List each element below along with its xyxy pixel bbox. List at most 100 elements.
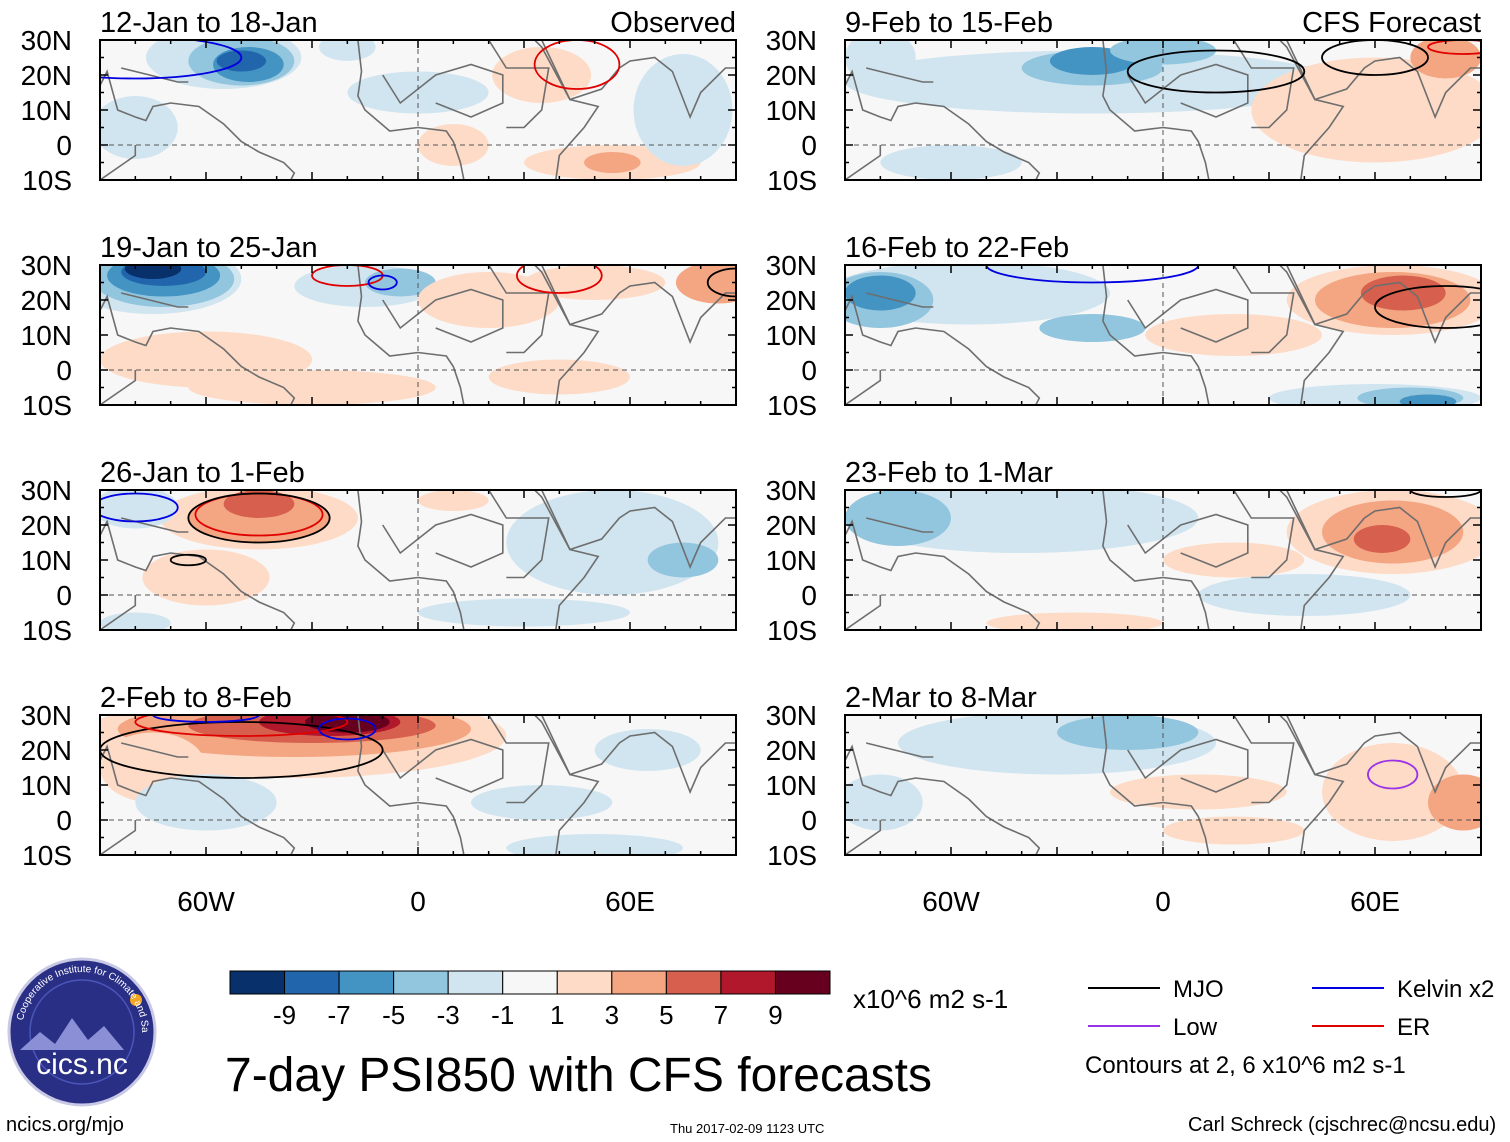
- country-borders-east: [488, 715, 550, 804]
- anomaly-region: [647, 542, 719, 578]
- lat-tick-label: 10N: [766, 95, 817, 126]
- lon-tick-label: 60E: [1350, 886, 1400, 917]
- country-borders-east: [488, 265, 550, 354]
- country-borders: [1127, 738, 1249, 793]
- legend-label: ER: [1397, 1014, 1430, 1041]
- south-america-west-coast: [100, 820, 137, 855]
- anomaly-region: [1057, 715, 1199, 750]
- axis-ticks: [844, 489, 1482, 631]
- anomaly-region: [1039, 314, 1146, 342]
- lat-tick-label: 0: [56, 130, 72, 161]
- lon-tick-label: 60W: [177, 886, 235, 917]
- lon-tick-label: 60E: [605, 886, 655, 917]
- coastlines: [100, 715, 736, 855]
- anomaly-region: [1410, 40, 1481, 79]
- anomaly-region: [1360, 275, 1446, 311]
- footer-url[interactable]: ncics.org/mjo: [6, 1114, 124, 1136]
- anomaly-region: [845, 490, 951, 546]
- index-contour: [134, 715, 349, 737]
- africa-west-coast: [357, 265, 465, 405]
- americas-coast: [100, 69, 296, 180]
- colorbar-swatch: [284, 970, 340, 995]
- country-borders: [382, 63, 504, 118]
- anomaly-region: [524, 265, 666, 300]
- country-borders: [382, 738, 504, 793]
- lon-tick-label: 60W: [922, 886, 980, 917]
- caribbean-islands: [866, 742, 934, 758]
- lat-tick-label: 30N: [766, 25, 817, 56]
- country-borders-east: [1233, 265, 1295, 354]
- logo-text: cics.nc: [36, 1048, 128, 1081]
- panel-title: 26-Jan to 1-Feb: [100, 457, 305, 489]
- anomaly-region: [506, 834, 683, 855]
- lat-tick-label: 20N: [766, 510, 817, 541]
- anomaly-region: [845, 774, 923, 831]
- africa-west-coast: [1102, 265, 1210, 405]
- index-contour: [985, 265, 1200, 284]
- colorbar-swatch: [447, 970, 504, 995]
- south-america-west-coast: [100, 145, 137, 180]
- arabia-india-coast: [540, 715, 736, 795]
- caribbean-islands: [121, 742, 189, 758]
- anomaly-region: [124, 265, 182, 279]
- anomaly-region: [488, 359, 630, 395]
- index-contour: [100, 721, 384, 779]
- caribbean-islands: [121, 292, 189, 308]
- observed-label: Observed: [610, 7, 736, 39]
- index-contour: [516, 265, 603, 294]
- lat-tick-label: 10S: [22, 165, 72, 196]
- south-america-west-coast: [100, 370, 137, 405]
- americas-coast: [845, 519, 1041, 630]
- anomaly-region: [675, 265, 736, 304]
- colorbar-swatch: [665, 970, 722, 995]
- panels-layer: 12-Jan to 18-Jan Observed 30N 20N 10N 0 10S 19-…: [21, 7, 1482, 917]
- index-contour: [1409, 490, 1481, 498]
- axis-ticks: [99, 39, 737, 181]
- anomaly-region: [506, 490, 719, 595]
- lat-tick-label: 30N: [21, 475, 72, 506]
- lat-tick-label: 0: [801, 355, 817, 386]
- anomaly-region: [594, 729, 701, 771]
- lat-tick-label: 10N: [766, 545, 817, 576]
- africa-coast: [357, 715, 600, 855]
- anomaly-region: [1322, 743, 1464, 841]
- anomaly-region: [845, 40, 916, 86]
- contours-note: Contours at 2, 6 x10^6 m2 s-1: [1085, 1052, 1406, 1079]
- lat-tick-label: 0: [56, 805, 72, 836]
- anomaly-region: [1251, 57, 1481, 163]
- axis-ticks: [99, 489, 737, 631]
- colorbar-swatch: [556, 970, 613, 995]
- coastlines: [845, 715, 1481, 855]
- anomaly-region: [1428, 774, 1481, 831]
- africa-coast: [1102, 40, 1345, 180]
- panel-title: 9-Feb to 15-Feb: [845, 7, 1053, 39]
- lat-tick-label: 0: [801, 580, 817, 611]
- lat-tick-label: 20N: [21, 60, 72, 91]
- lat-tick-label: 10S: [22, 840, 72, 871]
- country-borders-east: [1233, 490, 1295, 579]
- arabia-india-coast: [540, 265, 736, 345]
- coastlines: [845, 265, 1481, 405]
- panel-7: 23-Feb to 1-Mar 30N 20N 10N 0 10S: [766, 457, 1482, 646]
- colorbar-label: -9: [273, 1000, 296, 1030]
- panel-8: 2-Mar to 8-Mar 30N 20N 10N 0 10S 60W 0 60E: [766, 682, 1482, 917]
- south-america-west-coast: [845, 820, 882, 855]
- colorbar-label: -7: [328, 1000, 351, 1030]
- colorbar: -9 -7 -5 -3 -1 1 3 5 7 9: [229, 970, 831, 1030]
- lat-tick-label: 0: [801, 805, 817, 836]
- panel-title: 12-Jan to 18-Jan: [100, 7, 318, 39]
- anomaly-region: [1399, 394, 1457, 405]
- lat-tick-label: 10N: [21, 545, 72, 576]
- colorbar-swatch: [774, 970, 831, 995]
- anomaly-region: [1110, 774, 1287, 810]
- panel-title: 2-Mar to 8-Mar: [845, 682, 1037, 714]
- arabia-india-coast: [1285, 40, 1481, 120]
- panel-title: 16-Feb to 22-Feb: [845, 232, 1069, 264]
- colorbar-swatch: [338, 970, 395, 995]
- country-borders-east: [1233, 40, 1295, 129]
- country-borders: [382, 513, 504, 568]
- country-borders-east: [488, 40, 550, 129]
- panel-title: 19-Jan to 25-Jan: [100, 232, 318, 264]
- units-label: x10^6 m2 s-1: [853, 984, 1009, 1014]
